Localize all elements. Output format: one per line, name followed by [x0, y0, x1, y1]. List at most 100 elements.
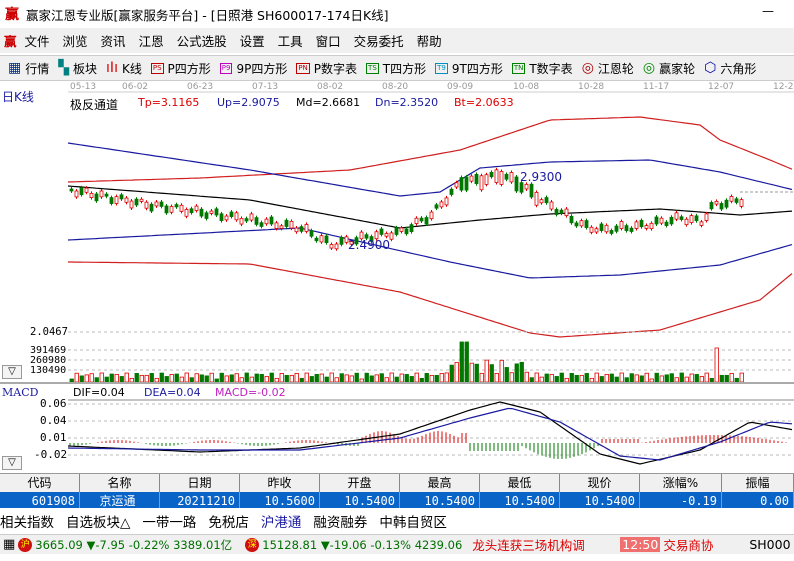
candle-body [394, 227, 399, 235]
volume-bar [689, 373, 694, 383]
tool-icon: PN [296, 62, 310, 74]
menu-item[interactable]: 公式选股 [176, 34, 227, 49]
volume-bar [79, 375, 84, 383]
menu-item[interactable]: 窗口 [315, 34, 341, 49]
volume-bar [244, 372, 249, 383]
stock-code-input[interactable]: SH000 [749, 537, 791, 552]
candle-body [719, 203, 724, 210]
toolbar-button[interactable]: TS T四方形 [366, 60, 426, 77]
candle-body [649, 222, 654, 230]
volume-bar [589, 377, 594, 383]
menu-item[interactable]: 江恩 [138, 34, 164, 49]
candle-body [519, 182, 524, 193]
tool-icon: PS [150, 62, 164, 74]
candle-body [264, 218, 269, 225]
volume-bar [434, 374, 439, 383]
volume-bar [609, 373, 614, 383]
menu-item[interactable]: 文件 [24, 34, 50, 49]
column-header[interactable]: 最低 [480, 474, 560, 492]
candle-body [349, 241, 354, 245]
column-header[interactable]: 日期 [160, 474, 240, 492]
column-header[interactable]: 涨幅% [640, 474, 722, 492]
column-header[interactable]: 昨收 [240, 474, 320, 492]
macd-collapse-button[interactable]: ▽ [2, 456, 22, 470]
toolbar-button[interactable]: PN P数字表 [296, 60, 357, 77]
sector-tab[interactable]: 自选板块△ [66, 515, 131, 531]
candle-body [99, 190, 104, 198]
chart-canvas[interactable] [0, 82, 794, 472]
column-header[interactable]: 最高 [400, 474, 480, 492]
toolbar-button[interactable]: P9 9P四方形 [219, 60, 287, 77]
volume-bar [619, 372, 624, 383]
table-row[interactable]: 601908 京运通 20211210 10.5600 10.5400 10.5400 10… [0, 492, 794, 508]
candle-body [369, 236, 374, 242]
candle-body [134, 198, 139, 206]
menu-item[interactable]: 浏览 [62, 34, 88, 49]
sector-tab[interactable]: 沪港通 [260, 515, 302, 531]
column-header[interactable]: 名称 [80, 474, 160, 492]
news-ticker-2[interactable]: 交易商协 [663, 538, 714, 553]
column-header[interactable]: 代码 [0, 474, 80, 492]
menu-item[interactable]: 工具 [277, 34, 303, 49]
menu-item[interactable]: 设置 [239, 34, 265, 49]
candle-body [529, 183, 534, 198]
candle-body [539, 199, 544, 204]
volume-bar [499, 359, 504, 383]
volume-bar [634, 374, 639, 383]
sz-index-badge: 深 [245, 537, 260, 552]
volume-bar [664, 374, 669, 383]
candle-body [564, 208, 569, 216]
toolbar-button[interactable]: ⬡ 六角形 [704, 60, 756, 77]
volume-bar [514, 363, 519, 383]
kline-chart-area[interactable]: 日K线 05-13 06-02 06-23 07-13 08-02 08-20 09-09 1… [0, 82, 794, 472]
toolbar-button[interactable]: ◎ 江恩轮 [582, 60, 634, 77]
candle-body [559, 209, 564, 214]
date-tick: 07-13 [252, 82, 279, 92]
volume-bar [319, 373, 324, 383]
tool-icon: TN [511, 62, 526, 74]
toolbar-button[interactable]: ▦ 行情 [8, 60, 49, 77]
grid-icon: ▦ [8, 60, 22, 76]
calendar-icon[interactable]: ▦ [3, 537, 16, 552]
column-header[interactable]: 开盘 [320, 474, 400, 492]
toolbar-button[interactable]: PS P四方形 [150, 60, 211, 77]
candle-body [399, 227, 404, 232]
toolbar-button[interactable]: T9 9T四方形 [435, 60, 503, 77]
sector-tab[interactable]: 相关指数 [0, 515, 54, 531]
volume-bar [284, 374, 289, 383]
volume-bar [594, 372, 599, 383]
sector-tab[interactable]: 免税店 [208, 515, 249, 531]
menu-item[interactable]: 资讯 [100, 34, 126, 49]
toolbar-button[interactable]: TN T数字表 [511, 60, 573, 77]
sector-tab[interactable]: 融资融券 [313, 515, 368, 531]
menu-item[interactable]: 帮助 [416, 34, 442, 49]
candle-body [674, 212, 679, 220]
column-header[interactable]: 振幅 [722, 474, 794, 492]
minimize-button[interactable]: — [762, 4, 774, 18]
candle-body [449, 188, 454, 195]
date-tick: 11-17 [643, 82, 670, 92]
volume-collapse-button[interactable]: ▽ [2, 365, 22, 379]
volume-bar [119, 376, 124, 383]
candle-body [639, 219, 644, 228]
menu-item[interactable]: 交易委托 [353, 34, 404, 49]
sz-index-quote[interactable]: 15128.81 ▼-19.06 -0.13% 4239.06 [262, 537, 463, 552]
volume-bar [194, 373, 199, 383]
title-bar: 赢 赢家江恩专业版[赢家服务平台] - [日照港 SH600017-174日K线… [0, 0, 794, 26]
candle-body [229, 211, 234, 217]
toolbar-button[interactable]: ◎ 赢家轮 [643, 60, 695, 77]
candle-body [284, 219, 289, 227]
toolbar-button[interactable]: ıIı K线 [106, 60, 142, 77]
column-header[interactable]: 现价 [560, 474, 640, 492]
sh-index-quote[interactable]: 3665.09 ▼-7.95 -0.22% 3389.01亿 [35, 537, 233, 552]
news-ticker[interactable]: 龙头连获三场机构调 [472, 538, 585, 553]
sector-tab[interactable]: 一带一路 [142, 515, 197, 531]
candle-body [694, 215, 699, 222]
candle-body [94, 193, 99, 202]
candle-body [579, 220, 584, 227]
toolbar-label: 行情 [25, 61, 50, 76]
volume-bar [644, 372, 649, 383]
toolbar-button[interactable]: ▚ 板块 [58, 60, 97, 77]
sector-tab[interactable]: 中韩自贸区 [379, 515, 447, 531]
candle-body [424, 217, 429, 225]
